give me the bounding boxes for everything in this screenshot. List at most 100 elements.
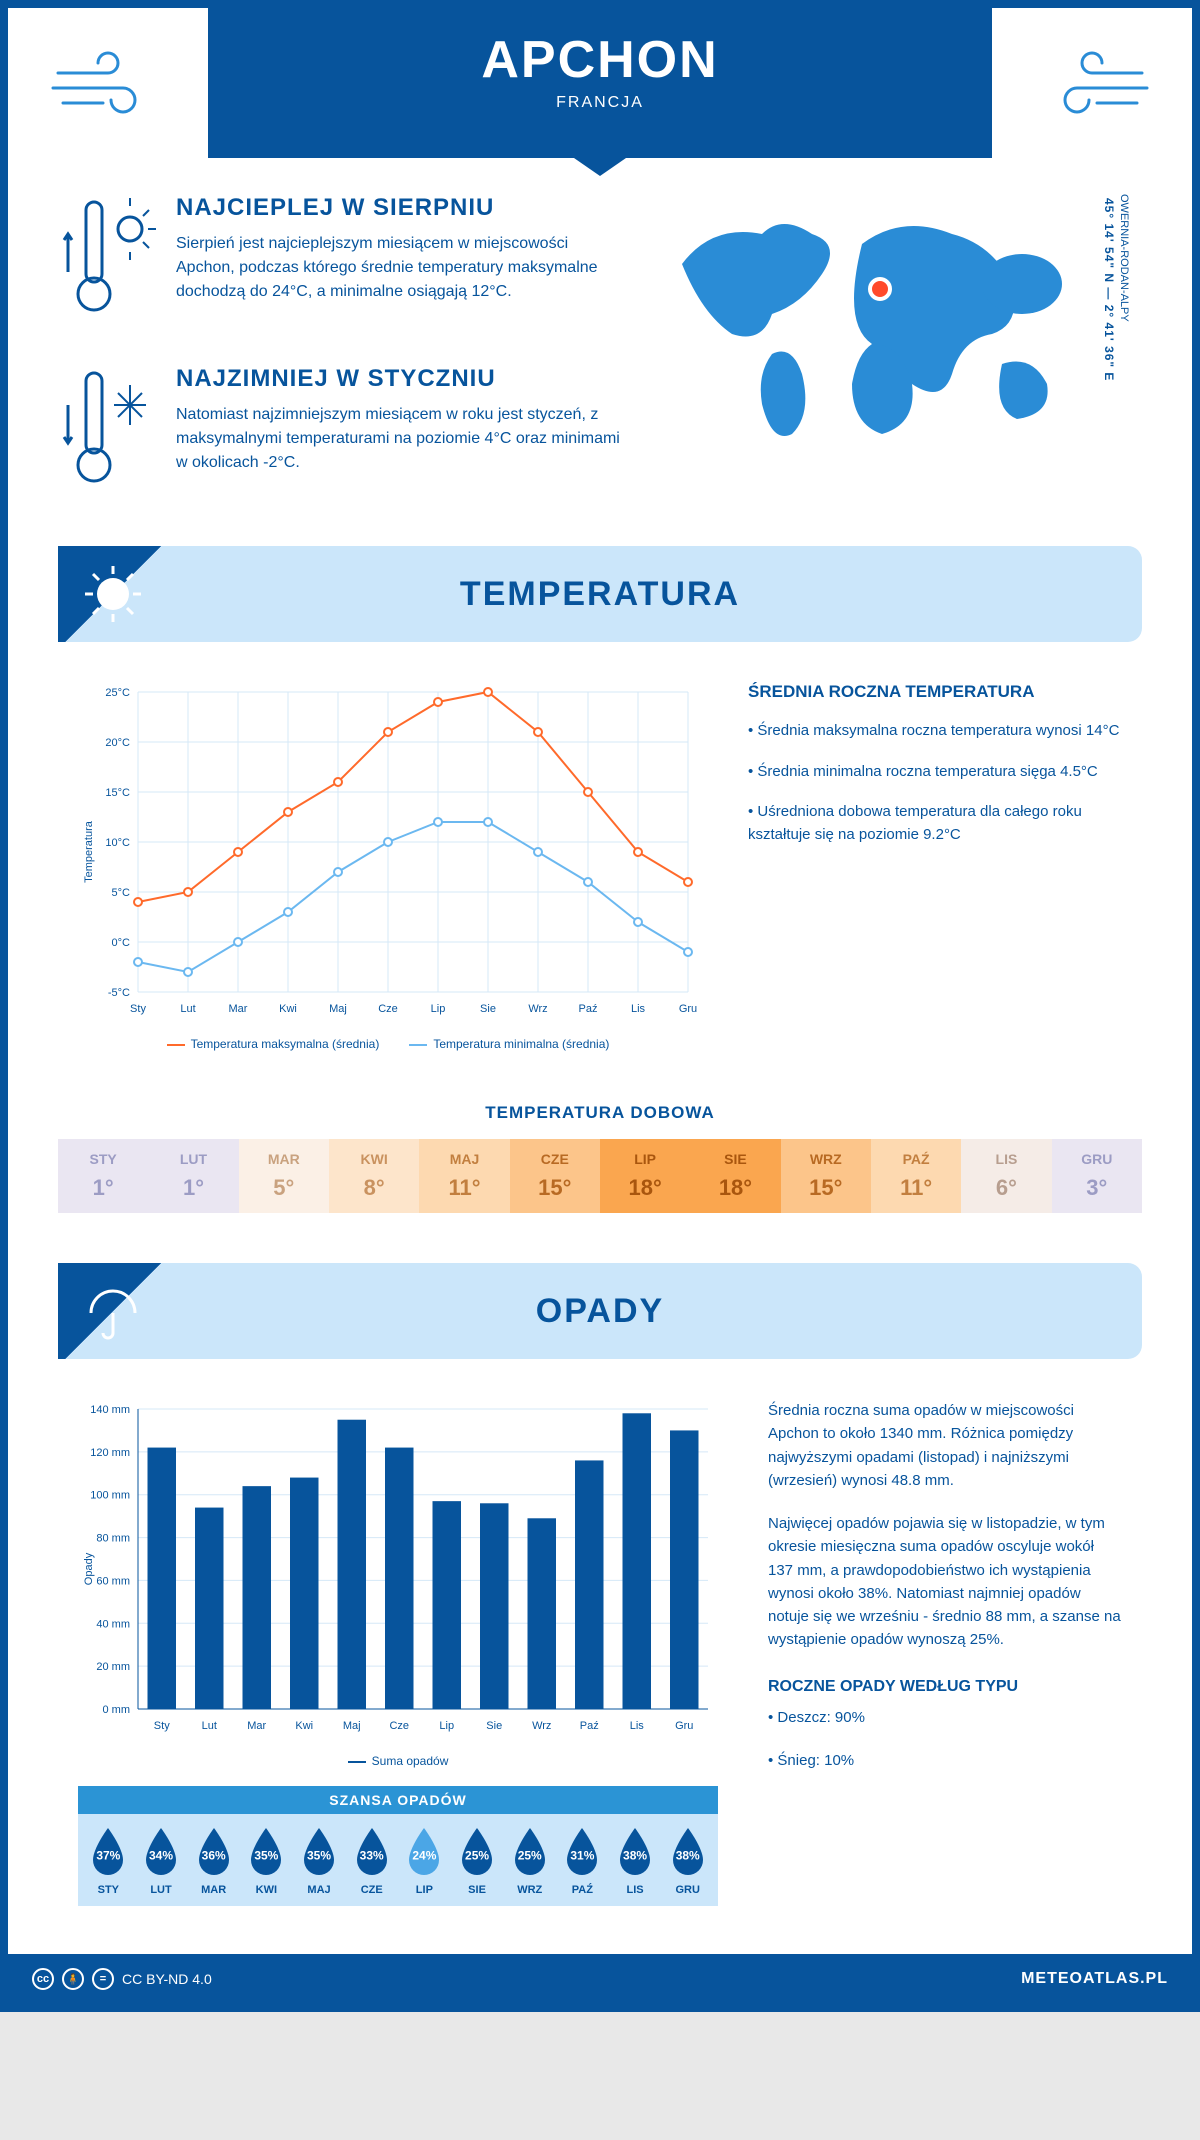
raindrop-icon: 33% [351, 1826, 393, 1878]
precip-chance-drops: 37%STY34%LUT36%MAR 35% KWI35%MAJ33% CZE 24% L… [78, 1814, 718, 1906]
drop-month: SIE [451, 1884, 504, 1896]
brand: METEOATLAS.PL [1021, 1970, 1168, 1988]
precip-chance-title: SZANSA OPADÓW [78, 1786, 718, 1814]
svg-text:Kwi: Kwi [295, 1720, 313, 1732]
svg-text:0°C: 0°C [112, 937, 131, 949]
drop-month: MAJ [293, 1884, 346, 1896]
drop-month: LIP [398, 1884, 451, 1896]
raindrop-icon: 36% [193, 1826, 235, 1878]
drop-col: 34%LUT [135, 1826, 188, 1896]
hot-text: Sierpień jest najcieplejszym miesiącem w… [176, 232, 622, 304]
heat-value: 15° [781, 1175, 871, 1201]
temp-chart-legend: Temperatura maksymalna (średnia) Tempera… [78, 1037, 698, 1051]
raindrop-icon: 34% [140, 1826, 182, 1878]
svg-text:Lip: Lip [439, 1720, 454, 1732]
location-marker-icon [870, 279, 890, 299]
legend-max: Temperatura maksymalna (średnia) [167, 1037, 380, 1051]
heat-month: SIE [690, 1151, 780, 1167]
svg-text:Paź: Paź [579, 1003, 598, 1015]
drop-col: 24% LIP [398, 1826, 451, 1896]
svg-text:Lis: Lis [630, 1720, 645, 1732]
heat-value: 18° [690, 1175, 780, 1201]
svg-text:Sie: Sie [486, 1720, 502, 1732]
heat-cell: SIE 18° [690, 1139, 780, 1213]
drop-col: 35%MAJ [293, 1826, 346, 1896]
drop-percent: 38% [667, 1848, 709, 1862]
drop-month: STY [82, 1884, 135, 1896]
temperature-section-title: TEMPERATURA [168, 575, 1142, 614]
page-title: APCHON [208, 30, 992, 90]
svg-text:40 mm: 40 mm [96, 1618, 130, 1630]
heat-month: WRZ [781, 1151, 871, 1167]
svg-text:Sty: Sty [154, 1720, 170, 1732]
thermometer-snow-icon [58, 365, 158, 500]
heat-value: 5° [239, 1175, 329, 1201]
heat-cell: CZE 15° [510, 1139, 600, 1213]
drop-col: 36%MAR [187, 1826, 240, 1896]
raindrop-icon: 38% [667, 1826, 709, 1878]
daily-temp-title: TEMPERATURA DOBOWA [58, 1103, 1142, 1123]
svg-text:Lut: Lut [202, 1720, 217, 1732]
svg-text:Kwi: Kwi [279, 1003, 297, 1015]
precip-text-2: Najwięcej opadów pojawia się w listopadz… [768, 1512, 1122, 1652]
drop-percent: 35% [245, 1848, 287, 1862]
heat-value: 15° [510, 1175, 600, 1201]
raindrop-icon: 35% [245, 1826, 287, 1878]
license-text: CC BY-ND 4.0 [122, 1971, 212, 1987]
temp-annual-heading: ŚREDNIA ROCZNA TEMPERATURA [748, 682, 1122, 702]
svg-text:120 mm: 120 mm [90, 1447, 130, 1459]
heat-month: GRU [1052, 1151, 1142, 1167]
heat-value: 6° [961, 1175, 1051, 1201]
heat-month: CZE [510, 1151, 600, 1167]
drop-month: LIS [609, 1884, 662, 1896]
drop-month: KWI [240, 1884, 293, 1896]
cold-text: Natomiast najzimniejszym miesiącem w rok… [176, 403, 622, 475]
drop-percent: 36% [193, 1848, 235, 1862]
nd-icon: = [92, 1968, 114, 1990]
svg-text:Wrz: Wrz [528, 1003, 547, 1015]
svg-text:Opady: Opady [83, 1552, 95, 1585]
drop-col: 37%STY [82, 1826, 135, 1896]
wind-icon-left [8, 8, 208, 158]
heat-month: LUT [148, 1151, 238, 1167]
svg-text:Lut: Lut [180, 1003, 195, 1015]
svg-text:60 mm: 60 mm [96, 1575, 130, 1587]
heat-month: STY [58, 1151, 148, 1167]
drop-month: PAŹ [556, 1884, 609, 1896]
temperature-section-header: TEMPERATURA [58, 546, 1142, 642]
coordinates: 45° 14' 54" N — 2° 41' 36" E [1102, 194, 1116, 381]
svg-text:10°C: 10°C [105, 837, 130, 849]
heat-cell: LIS6° [961, 1139, 1051, 1213]
temp-bullet-2: • Uśredniona dobowa temperatura dla całe… [748, 801, 1122, 846]
infographic-page: APCHON FRANCJA NAJCIEPLEJ W SIERPNIU Sie… [0, 0, 1200, 2012]
raindrop-icon: 31% [561, 1826, 603, 1878]
raindrop-icon: 25% [456, 1826, 498, 1878]
svg-text:Maj: Maj [343, 1720, 361, 1732]
svg-text:-5°C: -5°C [108, 987, 130, 999]
svg-text:15°C: 15°C [105, 787, 130, 799]
region-name: OWERNIA-RODAN-ALPY [1118, 194, 1130, 322]
license: cc 🧍 = CC BY-ND 4.0 [32, 1968, 212, 1990]
page-subtitle: FRANCJA [208, 94, 992, 112]
raindrop-icon: 24% [403, 1826, 445, 1878]
precip-chart-legend: Suma opadów [78, 1754, 718, 1768]
svg-text:20°C: 20°C [105, 737, 130, 749]
heat-month: MAJ [419, 1151, 509, 1167]
svg-text:Wrz: Wrz [532, 1720, 551, 1732]
heat-value: 8° [329, 1175, 419, 1201]
heat-value: 18° [600, 1175, 690, 1201]
heat-cell: KWI8° [329, 1139, 419, 1213]
drop-col: 25% SIE [451, 1826, 504, 1896]
world-map [662, 194, 1092, 454]
temperature-line-chart: -5°C0°C5°C10°C15°C20°C25°CStyLutMarKwiMa… [78, 682, 698, 1051]
heat-cell: PAŹ11° [871, 1139, 961, 1213]
heat-value: 1° [148, 1175, 238, 1201]
drop-month: CZE [345, 1884, 398, 1896]
precip-section-title: OPADY [168, 1292, 1142, 1331]
drop-percent: 38% [614, 1848, 656, 1862]
drop-col: 25%WRZ [503, 1826, 556, 1896]
umbrella-icon [58, 1263, 168, 1359]
svg-text:Paź: Paź [580, 1720, 599, 1732]
heat-value: 3° [1052, 1175, 1142, 1201]
heat-month: LIP [600, 1151, 690, 1167]
